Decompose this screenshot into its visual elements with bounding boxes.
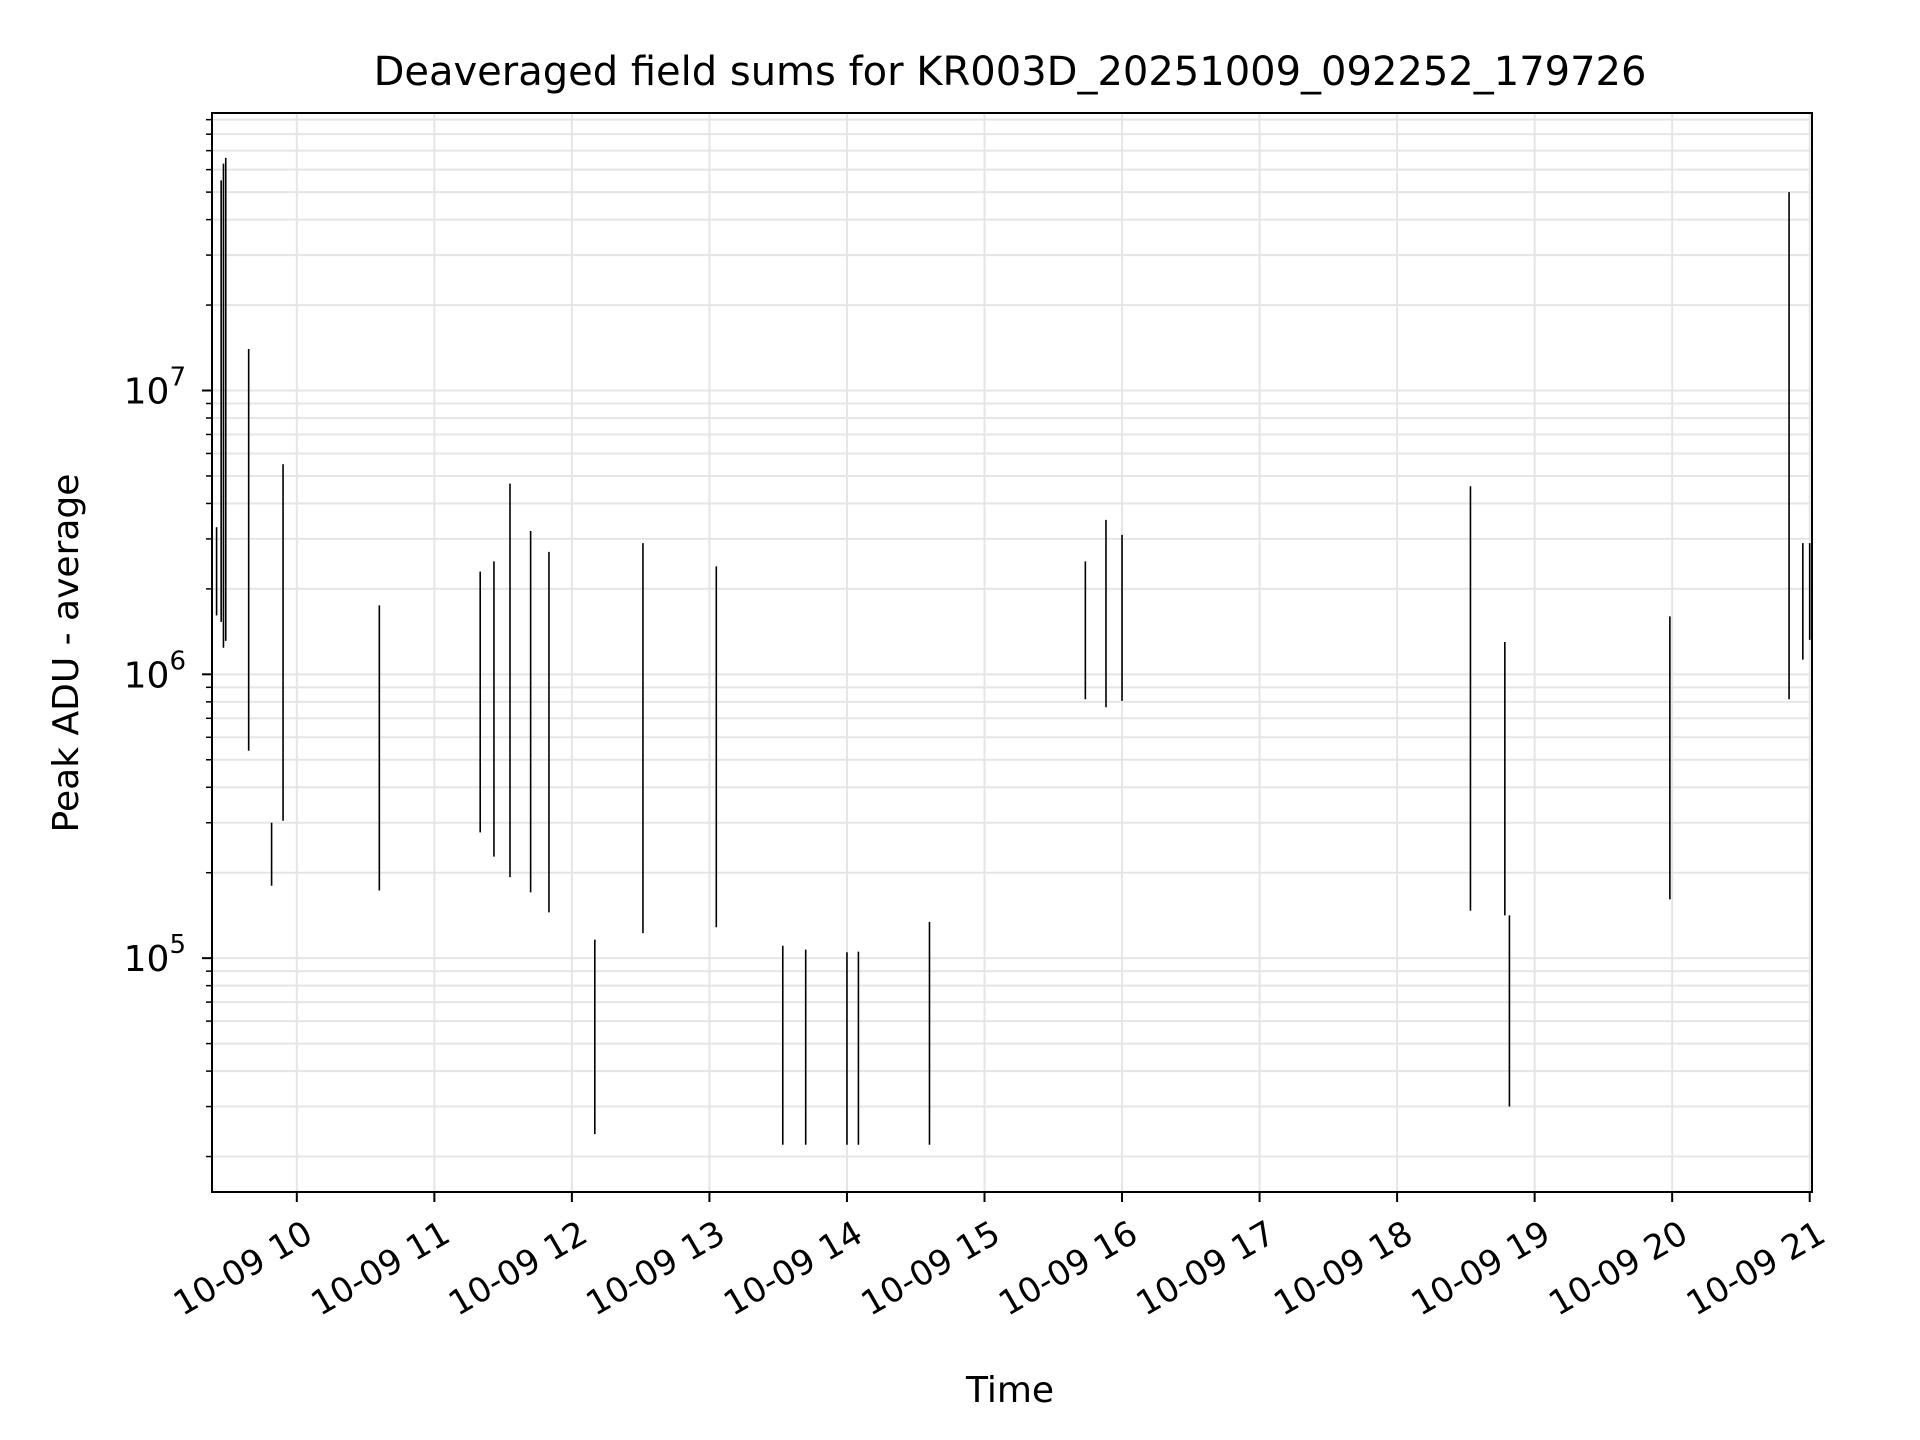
y-tick-label: 106 [124,646,186,696]
y-tick-label: 107 [124,363,186,413]
y-axis-label: Peak ADU - average [46,474,87,833]
plot-frame [211,112,1813,1193]
y-tick-label: 105 [124,930,186,980]
data-layer [215,157,1811,1145]
x-axis-label: Time [965,1370,1054,1411]
chart-title: Deaveraged field sums for KR003D_2025100… [374,49,1647,95]
grid [212,113,1812,1192]
